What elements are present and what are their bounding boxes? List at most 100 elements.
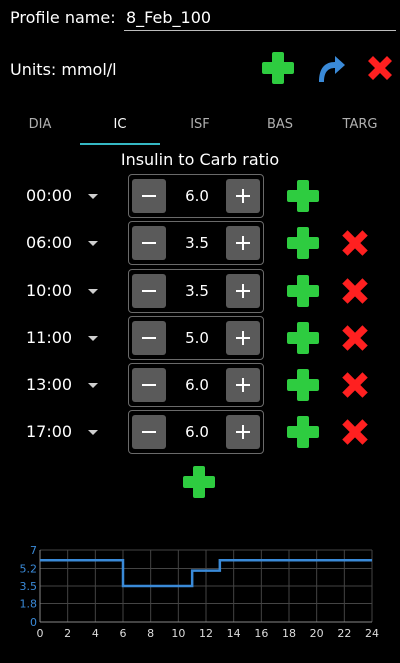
x-tick-label: 16 <box>254 627 268 640</box>
increment-button[interactable] <box>226 226 260 260</box>
delete-profile-button[interactable] <box>364 52 396 84</box>
time-block-row: 13:00 6.0 <box>0 363 400 409</box>
time-selector[interactable]: 17:00 <box>26 422 73 441</box>
tab-bas[interactable]: BAS <box>266 116 294 132</box>
x-tick-label: 0 <box>37 627 44 640</box>
x-tick-label: 6 <box>120 627 127 640</box>
decrement-button[interactable] <box>132 226 166 260</box>
increment-button[interactable] <box>226 415 260 449</box>
tab-isf[interactable]: ISF <box>190 116 210 132</box>
decrement-button[interactable] <box>132 274 166 308</box>
increment-button[interactable] <box>226 179 260 213</box>
value-stepper: 6.0 <box>128 363 264 407</box>
chevron-down-icon[interactable] <box>88 241 98 246</box>
time-block-row: 17:00 6.0 <box>0 410 400 456</box>
increment-button[interactable] <box>226 274 260 308</box>
time-selector[interactable]: 00:00 <box>26 186 73 205</box>
plus-icon <box>236 378 250 392</box>
time-selector[interactable]: 06:00 <box>26 233 73 252</box>
plus-icon <box>287 180 319 212</box>
add-time-block-button[interactable] <box>286 321 320 355</box>
chevron-down-icon[interactable] <box>88 430 98 435</box>
value-stepper: 6.0 <box>128 174 264 218</box>
chevron-down-icon[interactable] <box>88 336 98 341</box>
plus-icon <box>287 227 319 259</box>
close-icon <box>342 419 368 445</box>
chevron-down-icon[interactable] <box>88 383 98 388</box>
time-block-row: 00:00 6.0 <box>0 174 400 220</box>
plus-icon <box>236 189 250 203</box>
value-input[interactable]: 6.0 <box>185 423 209 441</box>
add-time-block-button[interactable] <box>286 274 320 308</box>
add-time-block-button[interactable] <box>286 415 320 449</box>
ic-series-line <box>40 559 372 588</box>
tab-ic[interactable]: IC <box>113 116 127 132</box>
plus-icon <box>183 466 215 498</box>
add-time-block-button[interactable] <box>286 368 320 402</box>
delete-time-block-button[interactable] <box>338 226 372 260</box>
add-row-button[interactable] <box>182 465 216 499</box>
increment-button[interactable] <box>226 321 260 355</box>
plus-icon <box>287 416 319 448</box>
x-tick-label: 18 <box>282 627 296 640</box>
plus-icon <box>287 322 319 354</box>
delete-time-block-button[interactable] <box>338 274 372 308</box>
time-block-row: 11:00 5.0 <box>0 316 400 362</box>
plus-icon <box>287 275 319 307</box>
section-title: Insulin to Carb ratio <box>120 150 280 169</box>
minus-icon <box>142 337 156 339</box>
add-profile-button[interactable] <box>260 50 296 86</box>
value-input[interactable]: 5.0 <box>185 329 209 347</box>
delete-time-block-button[interactable] <box>338 321 372 355</box>
minus-icon <box>142 431 156 433</box>
value-input[interactable]: 6.0 <box>185 376 209 394</box>
delete-time-block-button[interactable] <box>338 415 372 449</box>
decrement-button[interactable] <box>132 415 166 449</box>
x-tick-label: 20 <box>310 627 324 640</box>
chevron-down-icon[interactable] <box>88 289 98 294</box>
decrement-button[interactable] <box>132 321 166 355</box>
y-tick-label: 0 <box>30 616 37 629</box>
value-input[interactable]: 6.0 <box>185 187 209 205</box>
add-time-block-button[interactable] <box>286 226 320 260</box>
decrement-button[interactable] <box>132 368 166 402</box>
plus-icon <box>262 52 294 84</box>
close-icon <box>342 230 368 256</box>
minus-icon <box>142 384 156 386</box>
time-block-row: 06:00 3.5 <box>0 221 400 267</box>
value-input[interactable]: 3.5 <box>185 234 209 252</box>
x-tick-label: 24 <box>365 627 379 640</box>
close-icon <box>342 278 368 304</box>
minus-icon <box>142 290 156 292</box>
add-time-block-button[interactable] <box>286 179 320 213</box>
close-icon <box>342 325 368 351</box>
plus-icon <box>236 284 250 298</box>
x-tick-label: 10 <box>171 627 185 640</box>
time-selector[interactable]: 11:00 <box>26 328 73 347</box>
plus-icon <box>287 369 319 401</box>
value-stepper: 3.5 <box>128 221 264 265</box>
time-selector[interactable]: 13:00 <box>26 375 73 394</box>
profile-name-input[interactable] <box>124 4 396 31</box>
decrement-button[interactable] <box>132 179 166 213</box>
active-tab-indicator <box>80 143 160 145</box>
increment-button[interactable] <box>226 368 260 402</box>
plus-icon <box>236 331 250 345</box>
undo-button[interactable] <box>313 52 347 84</box>
x-tick-label: 8 <box>147 627 154 640</box>
x-tick-label: 2 <box>64 627 71 640</box>
chevron-down-icon[interactable] <box>88 194 98 199</box>
x-tick-label: 12 <box>199 627 213 640</box>
value-stepper: 6.0 <box>128 410 264 454</box>
y-tick-label: 3.5 <box>20 580 38 593</box>
ic-step-chart: 75.23.51.800 2 4 6 8 10 12 14 16 18 20 22 24 <box>20 544 380 640</box>
delete-time-block-button[interactable] <box>338 368 372 402</box>
y-tick-label: 1.8 <box>20 597 38 610</box>
x-tick-label: 4 <box>92 627 99 640</box>
redo-arrow-icon <box>319 56 345 82</box>
tab-dia[interactable]: DIA <box>28 116 52 132</box>
time-selector[interactable]: 10:00 <box>26 281 73 300</box>
tab-targ[interactable]: TARG <box>342 116 378 132</box>
y-tick-label: 5.2 <box>20 563 38 576</box>
value-input[interactable]: 3.5 <box>185 282 209 300</box>
